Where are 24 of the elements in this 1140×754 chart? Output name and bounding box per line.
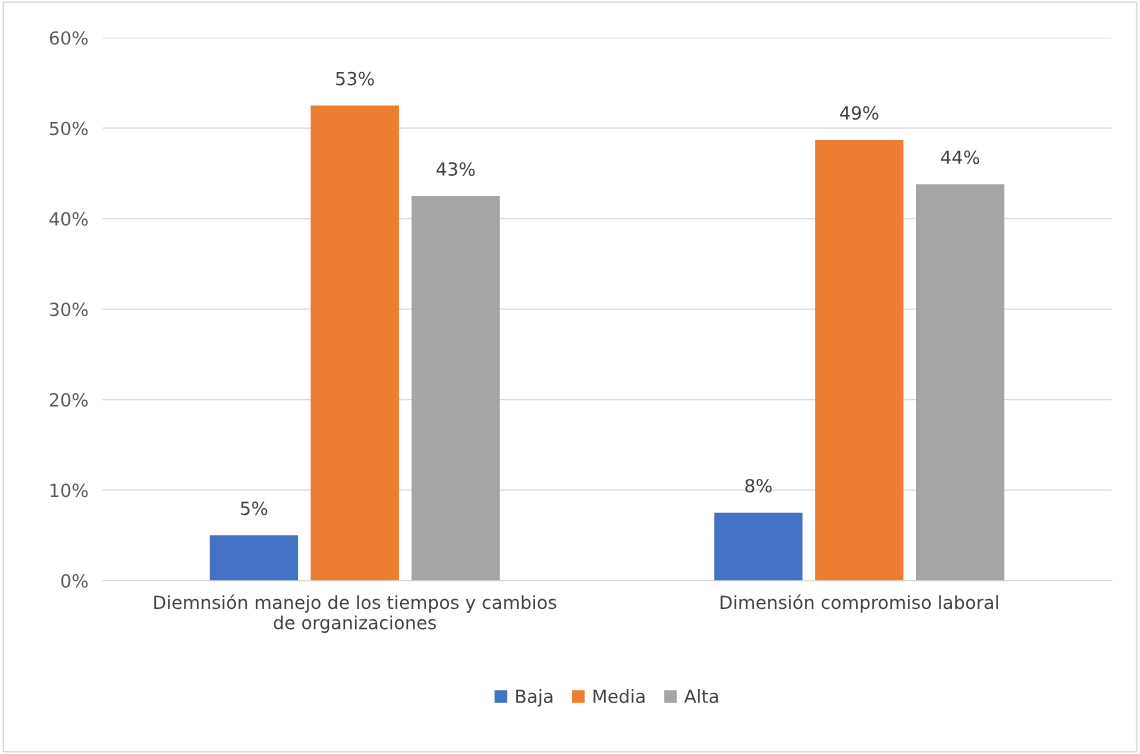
data-label: 44% xyxy=(940,150,980,165)
data-label: 43% xyxy=(436,162,475,176)
bar xyxy=(411,196,500,581)
x-tick-label: Diemnsión manejo de los tiempos y cambios de organizaciones xyxy=(154,594,557,633)
legend-label: Media xyxy=(593,689,645,704)
y-tick-label: 50% xyxy=(49,121,88,136)
data-label: 5% xyxy=(241,501,268,516)
bar xyxy=(310,105,399,581)
legend-label: Baja xyxy=(516,689,553,707)
y-tick-label: 20% xyxy=(49,393,88,407)
y-tick-label: 0% xyxy=(61,574,88,588)
bar xyxy=(209,535,299,581)
y-tick-label: 30% xyxy=(49,302,88,317)
bar xyxy=(916,184,1005,581)
legend-label: Alta xyxy=(684,689,718,704)
y-tick-label: 10% xyxy=(50,483,88,498)
bar xyxy=(714,512,803,581)
data-label: 8% xyxy=(745,478,772,493)
data-label: 49% xyxy=(840,106,879,120)
data-label: 53% xyxy=(336,71,374,86)
bar xyxy=(815,139,904,581)
y-tick-label: 60% xyxy=(49,31,88,45)
y-tick-label: 40% xyxy=(49,212,88,226)
x-tick-label: Dimensión compromiso laboral xyxy=(720,594,998,613)
